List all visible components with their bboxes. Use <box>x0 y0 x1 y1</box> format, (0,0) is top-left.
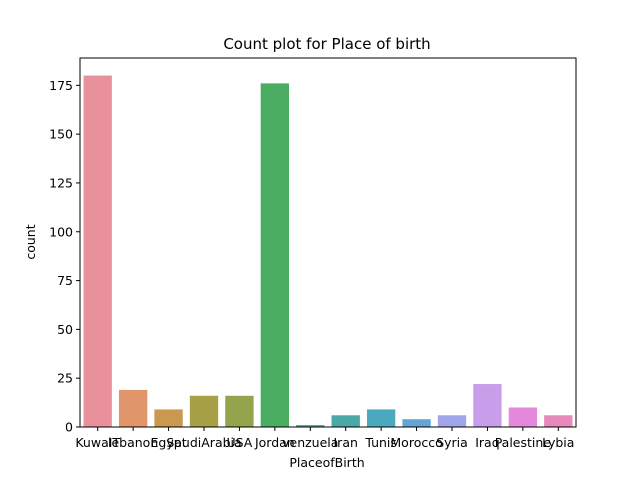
bar-egypt <box>154 409 183 427</box>
bar-syria <box>437 415 467 427</box>
x-tick-label: Iran <box>334 435 358 450</box>
y-tick-label: 0 <box>65 420 73 435</box>
plot-frame <box>79 57 577 428</box>
bar-kuwait <box>83 75 112 428</box>
x-tick-label: Syria <box>436 435 468 450</box>
x-tick-label: KuwaIT <box>75 435 120 450</box>
x-tick-label: venzuela <box>282 435 338 450</box>
x-axis-title: PlaceofBirth <box>289 455 364 470</box>
y-axis-title: count <box>23 224 38 259</box>
y-tick-label: 25 <box>57 371 73 386</box>
y-tick-label: 50 <box>57 322 73 337</box>
chart-title: Count plot for Place of birth <box>223 35 430 53</box>
x-tick-label: Palestine <box>495 435 552 450</box>
x-tick-label: Iraq <box>475 435 499 450</box>
x-tick-label: Lybia <box>542 435 574 450</box>
bar-venzuela <box>296 425 325 427</box>
x-tick-label: lebanon <box>108 435 158 450</box>
x-tick-label: SaudiArabia <box>166 435 241 450</box>
bar-lybia <box>544 415 573 427</box>
bars-group <box>83 75 573 428</box>
y-tick-label: 125 <box>49 175 73 190</box>
bar-palestine <box>508 407 538 427</box>
bar-tunis <box>366 409 396 427</box>
x-tick-label: Egypt <box>151 435 187 450</box>
x-tick-label: Jordan <box>254 435 295 450</box>
bar-iraq <box>473 384 502 427</box>
y-tick-label: 75 <box>57 273 73 288</box>
bar-iran <box>331 415 360 427</box>
bar-jordan <box>260 83 290 427</box>
bar-usa <box>225 395 254 427</box>
y-tick-label: 150 <box>49 127 73 142</box>
x-tick-label: USA <box>226 435 252 450</box>
y-tick-label: 100 <box>49 224 73 239</box>
bar-saudiarabia <box>189 395 219 427</box>
y-axis: 0 25 50 75 100 125 150 175 <box>49 78 80 435</box>
bar-morocco <box>402 419 431 427</box>
x-tick-label: Morocco <box>390 435 442 450</box>
bar-lebanon <box>118 389 148 427</box>
y-tick-label: 175 <box>49 78 73 93</box>
x-tick-label: Tunis <box>364 435 397 450</box>
